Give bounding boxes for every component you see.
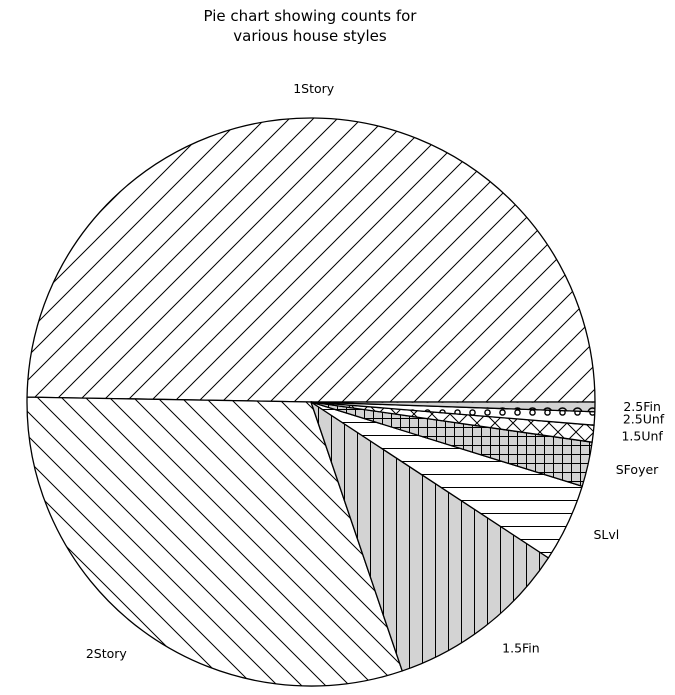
pie-slice-1-5fin bbox=[310, 401, 550, 672]
pie-label-1-5unf: 1.5Unf bbox=[621, 428, 663, 443]
chart-title-line-2: various house styles bbox=[233, 27, 387, 45]
pie-slice-2-5fin bbox=[310, 401, 596, 413]
pie-label-sfoyer: SFoyer bbox=[616, 462, 659, 477]
pie-label-2story: 2Story bbox=[86, 646, 128, 661]
pie-slice-1story bbox=[26, 117, 596, 403]
pie-slices bbox=[26, 117, 596, 687]
pie-labels: 1Story 2Story 1.5Fin SLvl SFoyer 1.5Unf2.5Unf… bbox=[86, 81, 665, 661]
pie-label-slvl: SLvl bbox=[593, 527, 619, 542]
pie-label-1-5fin: 1.5Fin bbox=[502, 641, 540, 656]
chart-title: Pie chart showing counts for various hou… bbox=[0, 6, 620, 46]
pie-label-2-5unf: 2.5Unf bbox=[623, 412, 665, 427]
chart-title-line-1: Pie chart showing counts for bbox=[203, 7, 417, 25]
pie-slice-2story bbox=[26, 396, 403, 687]
pie-label-2-5fin: 2.5Fin bbox=[623, 399, 661, 414]
pie-label-1story: 1Story bbox=[293, 81, 335, 96]
